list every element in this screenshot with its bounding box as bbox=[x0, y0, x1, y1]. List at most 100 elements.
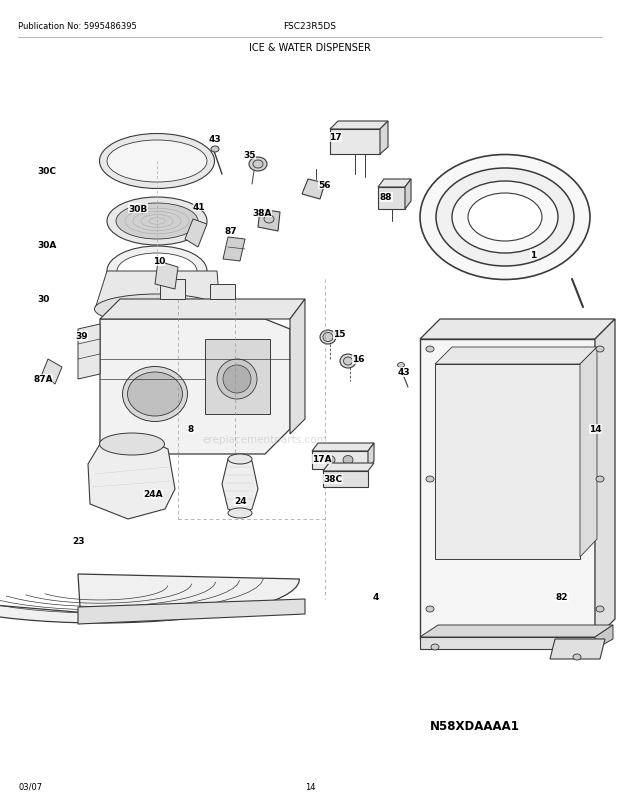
Polygon shape bbox=[160, 280, 185, 300]
Text: Publication No: 5995486395: Publication No: 5995486395 bbox=[18, 22, 137, 31]
Ellipse shape bbox=[323, 333, 333, 342]
Polygon shape bbox=[222, 460, 258, 514]
Text: 16: 16 bbox=[352, 355, 365, 364]
Polygon shape bbox=[323, 472, 368, 488]
Polygon shape bbox=[0, 574, 299, 623]
Text: 8: 8 bbox=[188, 425, 194, 434]
Text: 35: 35 bbox=[243, 150, 255, 160]
Ellipse shape bbox=[264, 216, 274, 224]
Polygon shape bbox=[595, 626, 613, 649]
Polygon shape bbox=[435, 347, 597, 365]
Polygon shape bbox=[435, 365, 580, 559]
Polygon shape bbox=[595, 320, 615, 639]
Ellipse shape bbox=[426, 346, 434, 353]
Text: FSC23R5DS: FSC23R5DS bbox=[283, 22, 337, 31]
Ellipse shape bbox=[340, 354, 356, 369]
Polygon shape bbox=[378, 188, 405, 210]
Text: 23: 23 bbox=[72, 537, 84, 546]
Text: 24A: 24A bbox=[143, 490, 162, 499]
Polygon shape bbox=[210, 285, 235, 300]
Ellipse shape bbox=[228, 455, 252, 464]
Text: 87A: 87A bbox=[33, 375, 53, 384]
Text: 17A: 17A bbox=[312, 455, 332, 464]
Text: 15: 15 bbox=[333, 330, 345, 339]
Polygon shape bbox=[205, 339, 270, 415]
Ellipse shape bbox=[94, 294, 219, 325]
Polygon shape bbox=[312, 452, 368, 469]
Polygon shape bbox=[223, 237, 245, 261]
Ellipse shape bbox=[426, 606, 434, 612]
Polygon shape bbox=[330, 130, 380, 155]
Ellipse shape bbox=[249, 158, 267, 172]
Ellipse shape bbox=[596, 346, 604, 353]
Ellipse shape bbox=[253, 160, 263, 168]
Ellipse shape bbox=[116, 204, 198, 240]
Text: 56: 56 bbox=[318, 180, 330, 189]
Ellipse shape bbox=[107, 247, 207, 297]
Polygon shape bbox=[323, 464, 374, 472]
Polygon shape bbox=[78, 599, 305, 624]
Polygon shape bbox=[95, 272, 220, 310]
Text: 4: 4 bbox=[373, 593, 379, 602]
Text: 14: 14 bbox=[589, 425, 601, 434]
Text: N58XDAAAA1: N58XDAAAA1 bbox=[430, 719, 520, 732]
Polygon shape bbox=[312, 444, 374, 452]
Text: 17: 17 bbox=[329, 133, 342, 142]
Polygon shape bbox=[302, 180, 325, 200]
Polygon shape bbox=[420, 320, 615, 339]
Ellipse shape bbox=[397, 363, 404, 368]
Polygon shape bbox=[258, 210, 280, 232]
Ellipse shape bbox=[128, 373, 182, 416]
Ellipse shape bbox=[99, 134, 215, 189]
Ellipse shape bbox=[431, 644, 439, 650]
Text: 30A: 30A bbox=[37, 241, 56, 250]
Ellipse shape bbox=[596, 476, 604, 482]
Text: 38A: 38A bbox=[252, 209, 272, 217]
Text: 30: 30 bbox=[37, 295, 50, 304]
Polygon shape bbox=[368, 444, 374, 469]
Polygon shape bbox=[378, 180, 411, 188]
Polygon shape bbox=[405, 180, 411, 210]
Ellipse shape bbox=[123, 367, 187, 422]
Ellipse shape bbox=[217, 359, 257, 399]
Text: 87: 87 bbox=[225, 226, 237, 235]
Text: 38C: 38C bbox=[323, 475, 342, 484]
Ellipse shape bbox=[99, 433, 164, 456]
Ellipse shape bbox=[426, 476, 434, 482]
Text: 1: 1 bbox=[530, 250, 536, 259]
Ellipse shape bbox=[573, 654, 581, 660]
Text: 39: 39 bbox=[75, 332, 87, 341]
Ellipse shape bbox=[325, 456, 335, 465]
Text: ICE & WATER DISPENSER: ICE & WATER DISPENSER bbox=[249, 43, 371, 53]
Polygon shape bbox=[42, 359, 62, 384]
Ellipse shape bbox=[468, 194, 542, 241]
Polygon shape bbox=[185, 220, 207, 248]
Text: 10: 10 bbox=[153, 257, 165, 266]
Polygon shape bbox=[330, 122, 388, 130]
Text: 43: 43 bbox=[398, 368, 410, 377]
Text: ereplacementparts.com: ereplacementparts.com bbox=[203, 435, 327, 444]
Ellipse shape bbox=[436, 168, 574, 267]
Ellipse shape bbox=[343, 456, 353, 465]
Polygon shape bbox=[420, 626, 613, 638]
Text: 43: 43 bbox=[209, 136, 221, 144]
Text: 41: 41 bbox=[193, 202, 206, 211]
Ellipse shape bbox=[343, 358, 353, 366]
Text: 03/07: 03/07 bbox=[18, 782, 42, 791]
Polygon shape bbox=[380, 122, 388, 155]
Ellipse shape bbox=[223, 366, 251, 394]
Polygon shape bbox=[550, 639, 605, 659]
Text: 88: 88 bbox=[380, 193, 392, 202]
Polygon shape bbox=[100, 300, 305, 320]
Ellipse shape bbox=[107, 141, 207, 183]
Ellipse shape bbox=[452, 182, 558, 253]
Polygon shape bbox=[420, 638, 595, 649]
Text: 82: 82 bbox=[556, 593, 569, 602]
Polygon shape bbox=[100, 320, 290, 455]
Ellipse shape bbox=[228, 508, 252, 518]
Ellipse shape bbox=[596, 606, 604, 612]
Ellipse shape bbox=[420, 156, 590, 280]
Ellipse shape bbox=[117, 253, 197, 290]
Text: 14: 14 bbox=[305, 782, 315, 791]
Ellipse shape bbox=[107, 198, 207, 245]
